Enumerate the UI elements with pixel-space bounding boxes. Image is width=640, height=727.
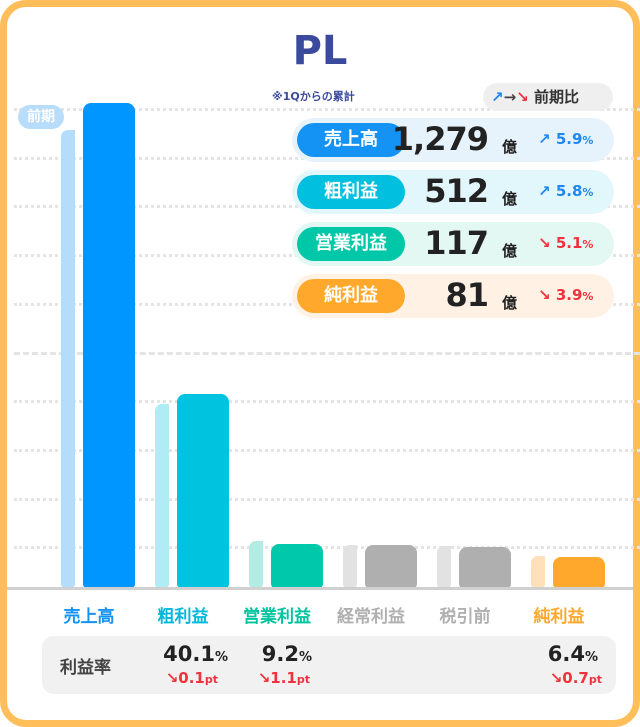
- bar-prev: [249, 541, 263, 588]
- category-label: 税引前: [439, 607, 491, 627]
- kpi-unit: 億: [502, 138, 518, 156]
- chart-title: PL: [292, 28, 348, 74]
- kpi-row: 粗利益 512 億 ↗ 5.8%: [292, 170, 614, 214]
- kpi-value: 1,279: [391, 120, 489, 158]
- bar-prev: [61, 129, 75, 588]
- legend: ↗→↘ 前期比: [483, 83, 613, 111]
- bar-current: [271, 543, 323, 588]
- gridline: [14, 352, 640, 355]
- arrow-down-right-icon: ↘: [165, 669, 179, 687]
- kpi-change: ↗ 5.9%: [538, 130, 594, 148]
- margin-panel: 利益率 40.1% ↘0.1pt 9.2% ↘1.1pt 6.4% ↘0.7pt: [42, 636, 616, 694]
- baseline: [7, 587, 633, 590]
- margin-value: 40.1%: [163, 642, 228, 666]
- category-label: 営業利益: [243, 607, 311, 627]
- margin-change: ↘0.7pt: [549, 669, 602, 687]
- kpi-change: ↘ 5.1%: [538, 234, 594, 252]
- gridline: [14, 546, 640, 549]
- kpi-row: 営業利益 117 億 ↘ 5.1%: [292, 222, 614, 266]
- arrow-right-icon: →: [503, 88, 517, 106]
- margin-value: 6.4%: [547, 642, 598, 666]
- arrow-down-right-icon: ↘: [549, 669, 563, 687]
- arrow-down-right-icon: ↘: [538, 234, 551, 252]
- bar-prev: [343, 545, 357, 588]
- kpi-row: 売上高 1,279 億 ↗ 5.9%: [292, 118, 614, 162]
- margin-value: 9.2%: [261, 642, 312, 666]
- kpi-unit: 億: [502, 242, 518, 260]
- kpi-unit: 億: [502, 294, 518, 312]
- category-label: 経常利益: [337, 607, 405, 627]
- kpi-row: 純利益 81 億 ↘ 3.9%: [292, 274, 614, 318]
- prev-period-tag: 前期: [18, 105, 64, 129]
- arrow-down-right-icon: ↘: [257, 669, 271, 687]
- gridline: [14, 400, 640, 403]
- kpi-change: ↗ 5.8%: [538, 182, 594, 200]
- gridline: [14, 498, 640, 501]
- kpi-label: 粗利益: [297, 175, 405, 209]
- arrow-up-right-icon: ↗: [491, 88, 504, 106]
- kpi-change: ↘ 3.9%: [538, 286, 594, 304]
- category-label: 粗利益: [157, 607, 209, 627]
- kpi-label: 純利益: [297, 279, 405, 313]
- margin-change: ↘0.1pt: [165, 669, 218, 687]
- gridline: [14, 108, 640, 111]
- margin-change: ↘1.1pt: [257, 669, 310, 687]
- bar-current: [83, 103, 135, 588]
- arrow-down-right-icon: ↘: [538, 286, 551, 304]
- bar-prev: [437, 546, 451, 588]
- bar-current: [459, 547, 511, 588]
- kpi-label: 営業利益: [297, 227, 405, 261]
- category-label: 純利益: [533, 607, 585, 627]
- arrow-down-right-icon: ↘: [516, 88, 529, 106]
- bar-prev: [155, 404, 169, 588]
- kpi-value: 512: [424, 172, 489, 210]
- arrow-up-right-icon: ↗: [538, 182, 551, 200]
- chart-subtitle: ※1Qからの累計: [272, 90, 355, 103]
- kpi-value: 81: [445, 276, 489, 314]
- gridline: [14, 449, 640, 452]
- bar-prev: [531, 556, 545, 588]
- arrow-up-right-icon: ↗: [538, 130, 551, 148]
- kpi-unit: 億: [502, 190, 518, 208]
- bar-current: [365, 545, 417, 588]
- category-label: 売上高: [63, 607, 115, 627]
- bar-current: [177, 393, 229, 588]
- kpi-value: 117: [424, 224, 489, 262]
- kpi-label: 売上高: [297, 123, 405, 157]
- bar-current: [553, 557, 605, 588]
- legend-label: 前期比: [533, 88, 579, 106]
- margin-label: 利益率: [60, 658, 111, 678]
